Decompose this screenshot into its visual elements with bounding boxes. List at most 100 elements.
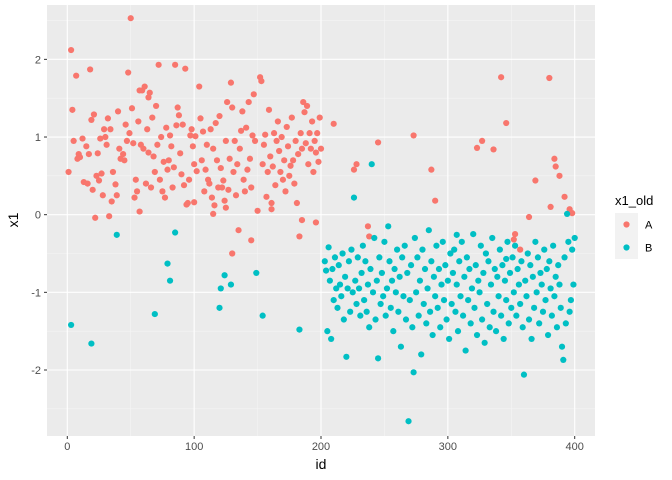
data-point-b: [446, 335, 453, 343]
data-point-a: [278, 133, 285, 141]
data-point-b: [537, 269, 544, 277]
data-point-b: [402, 316, 410, 323]
data-point-b: [410, 369, 417, 376]
data-point-b: [534, 254, 542, 261]
data-point-b: [433, 242, 440, 249]
data-point-b: [374, 355, 382, 362]
data-point-a: [473, 144, 481, 151]
data-point-a: [97, 135, 104, 142]
data-point-b: [451, 246, 458, 253]
data-point-a: [185, 176, 193, 183]
legend-title: x1_old: [615, 193, 653, 208]
data-point-b: [339, 250, 346, 257]
data-point-a: [104, 115, 111, 122]
data-point-b: [364, 281, 372, 288]
data-point-a: [206, 180, 213, 187]
data-point-a: [197, 115, 204, 122]
data-point-b: [354, 254, 361, 261]
data-point-b: [414, 254, 421, 261]
legend: x1_old AB: [615, 193, 653, 259]
y-tick-label: 2: [35, 54, 41, 66]
data-point-a: [175, 112, 183, 119]
data-point-b: [166, 277, 174, 284]
data-point-b: [392, 289, 399, 296]
data-point-a: [164, 166, 171, 173]
data-point-b: [338, 293, 345, 300]
data-point-b: [566, 308, 573, 315]
data-point-a: [202, 166, 209, 173]
data-point-a: [170, 164, 177, 171]
data-point-b: [333, 285, 340, 292]
data-point-a: [112, 181, 119, 188]
data-point-a: [291, 180, 298, 187]
data-point-b: [551, 293, 558, 300]
data-point-a: [70, 137, 77, 145]
data-point-a: [208, 194, 216, 201]
data-point-a: [169, 184, 176, 191]
data-point-b: [342, 273, 349, 280]
data-point-a: [510, 236, 517, 243]
data-point-b: [561, 254, 568, 261]
data-point-b: [420, 300, 427, 308]
data-point-a: [297, 130, 304, 137]
data-point-b: [113, 231, 120, 238]
data-point-b: [328, 335, 335, 343]
data-point-a: [90, 111, 98, 118]
data-point-a: [207, 126, 214, 133]
data-point-b: [480, 269, 487, 277]
data-point-b: [513, 312, 520, 319]
data-point-a: [301, 109, 308, 116]
data-point-a: [189, 143, 196, 150]
data-point-b: [432, 293, 439, 300]
data-point-b: [532, 238, 539, 245]
data-point-a: [231, 137, 238, 145]
data-point-a: [374, 139, 382, 146]
data-point-b: [515, 281, 522, 288]
data-point-a: [220, 177, 227, 184]
data-point-a: [136, 208, 143, 215]
data-point-a: [95, 177, 103, 184]
data-point-a: [232, 192, 240, 199]
data-point-b: [491, 265, 498, 273]
data-point-b: [520, 371, 528, 378]
data-point-a: [172, 61, 179, 68]
data-point-b: [519, 324, 526, 331]
data-point-b: [462, 347, 469, 354]
data-point-a: [98, 170, 105, 177]
data-point-b: [538, 281, 545, 288]
data-point-a: [94, 150, 101, 157]
data-point-a: [165, 157, 172, 164]
data-point-b: [362, 258, 369, 265]
data-point-a: [428, 166, 435, 173]
data-point-a: [156, 176, 163, 183]
data-point-b: [368, 161, 375, 168]
data-point-b: [470, 230, 477, 238]
data-point-b: [517, 300, 524, 308]
data-point-b: [357, 312, 364, 319]
data-point-a: [210, 210, 217, 217]
data-point-b: [531, 304, 538, 311]
data-point-a: [149, 114, 156, 121]
data-point-a: [312, 219, 320, 226]
data-point-b: [216, 304, 223, 311]
data-point-a: [150, 153, 157, 160]
data-point-b: [529, 273, 536, 280]
data-point-a: [160, 158, 167, 165]
data-point-a: [108, 198, 115, 205]
data-point-a: [283, 123, 290, 131]
data-point-a: [552, 163, 559, 170]
data-point-b: [359, 242, 366, 249]
data-point-b: [556, 281, 563, 288]
data-point-a: [366, 233, 373, 240]
data-point-a: [210, 145, 217, 152]
data-point-b: [424, 285, 431, 292]
data-point-a: [236, 145, 243, 152]
data-point-a: [263, 193, 270, 200]
legend-swatch-a: [623, 221, 630, 228]
data-point-a: [316, 114, 323, 121]
data-point-a: [315, 158, 322, 165]
data-point-b: [533, 289, 540, 296]
data-point-b: [468, 285, 476, 292]
data-point-a: [317, 145, 325, 152]
data-point-b: [456, 258, 463, 265]
